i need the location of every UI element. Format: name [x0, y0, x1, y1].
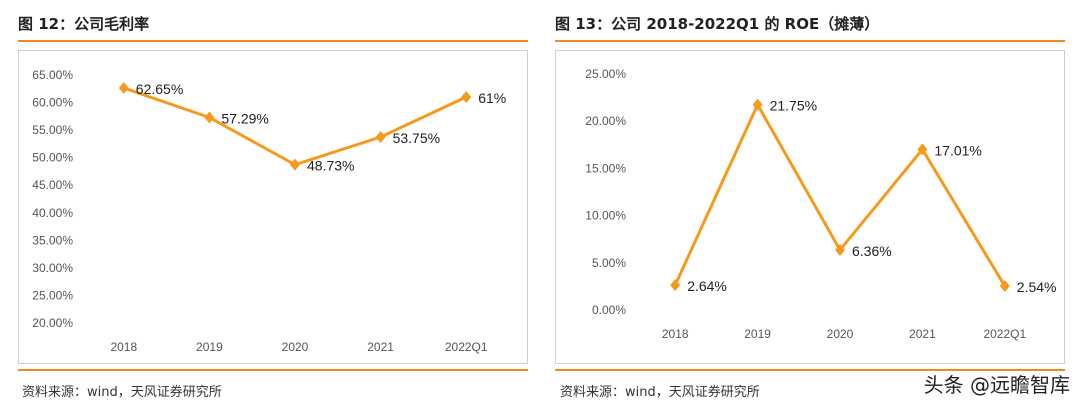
- margin-x-tick-label: 2018: [110, 340, 137, 354]
- left-source-note: 资料来源：wind，天风证券研究所: [22, 385, 222, 400]
- margin-data-point: [204, 111, 215, 124]
- left-chart-frame: 20.00% 25.00% 30.00% 35.00% 40.00% 45.00% 50.0…: [18, 50, 528, 364]
- roe-data-point: [999, 280, 1010, 293]
- margin-data-label: 61%: [478, 90, 506, 106]
- roe-data-point: [752, 98, 763, 111]
- margin-y-tick-label: 30.00%: [32, 261, 73, 275]
- margin-y-tick-label: 20.00%: [32, 316, 73, 330]
- roe-data-point: [835, 243, 845, 256]
- roe-chart: 0.00% 5.00% 10.00% 15.00% 20.00% 25.00% 2018 20…: [585, 67, 1057, 341]
- roe-x-tick-label: 2022Q1: [983, 327, 1026, 341]
- roe-y-tick-label: 15.00%: [585, 161, 626, 175]
- roe-y-tick-label: 20.00%: [585, 114, 626, 128]
- roe-data-point: [917, 143, 928, 156]
- roe-y-tick-label: 25.00%: [585, 67, 626, 81]
- roe-x-tick-label: 2021: [909, 327, 936, 341]
- margin-data-point: [461, 91, 472, 104]
- margin-y-tick-label: 45.00%: [32, 178, 73, 192]
- roe-data-label: 6.36%: [852, 243, 892, 259]
- margin-data-label: 53.75%: [393, 130, 440, 146]
- margin-y-tick-label: 25.00%: [32, 288, 73, 302]
- margin-y-tick-label: 50.00%: [32, 151, 73, 165]
- margin-y-tick-label: 55.00%: [32, 123, 73, 137]
- margin-data-point: [290, 158, 300, 171]
- roe-series-line: [673, 103, 1007, 287]
- roe-data-label: 21.75%: [770, 98, 817, 114]
- margin-x-tick-label: 2022Q1: [445, 340, 488, 354]
- roe-x-tick-label: 2020: [827, 327, 854, 341]
- margin-data-point: [375, 131, 386, 143]
- right-source-note: 资料来源：wind，天风证券研究所: [560, 385, 760, 400]
- margin-data-label: 57.29%: [221, 110, 268, 126]
- margin-y-tick-label: 65.00%: [32, 68, 73, 82]
- margin-y-tick-label: 60.00%: [32, 96, 73, 110]
- right-chart-frame: 0.00% 5.00% 10.00% 15.00% 20.00% 25.00% 2018 20…: [555, 50, 1065, 364]
- margin-x-tick-label: 2019: [196, 340, 223, 354]
- right-chart-title: 图 13：公司 2018-2022Q1 的 ROE（摊薄）: [555, 15, 880, 33]
- margin-x-tick-label: 2020: [282, 340, 309, 354]
- left-source-rule: [18, 369, 528, 371]
- margin-x-tick-label: 2021: [367, 340, 394, 354]
- right-title-rule: [555, 40, 1065, 42]
- roe-data-label: 17.01%: [934, 142, 981, 158]
- roe-data-label: 2.64%: [687, 278, 727, 294]
- margin-data-label: 62.65%: [136, 81, 183, 97]
- watermark: 头条 @远瞻智库: [923, 373, 1070, 397]
- roe-x-tick-label: 2019: [744, 327, 771, 341]
- left-chart-title: 图 12：公司毛利率: [18, 15, 150, 33]
- margin-y-tick-label: 40.00%: [32, 206, 73, 220]
- margin-data-point: [118, 81, 129, 94]
- margin-y-tick-label: 35.00%: [32, 233, 73, 247]
- roe-data-label: 2.54%: [1017, 279, 1057, 295]
- roe-data-point: [670, 279, 681, 292]
- gross-margin-chart: 20.00% 25.00% 30.00% 35.00% 40.00% 45.00% 50.0…: [32, 68, 506, 354]
- margin-series-line: [123, 86, 467, 167]
- roe-x-tick-label: 2018: [662, 327, 689, 341]
- roe-y-tick-label: 0.00%: [592, 303, 626, 317]
- left-title-rule: [18, 40, 528, 42]
- right-source-rule: [555, 369, 1065, 371]
- roe-y-tick-label: 10.00%: [585, 209, 626, 223]
- roe-y-tick-label: 5.00%: [592, 256, 626, 270]
- margin-data-label: 48.73%: [307, 158, 354, 174]
